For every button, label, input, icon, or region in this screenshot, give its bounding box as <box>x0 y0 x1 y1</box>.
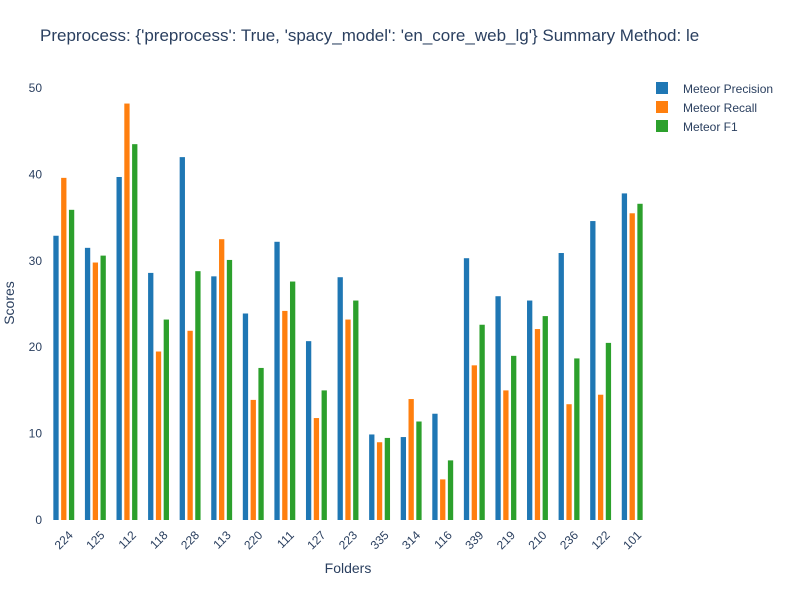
bar-meteor-recall-113 <box>219 239 225 520</box>
bar-meteor-precision-339 <box>463 258 470 520</box>
x-tick-label: 223 <box>336 528 360 552</box>
y-tick-label: 40 <box>29 167 43 181</box>
bar-meteor-f1-224 <box>68 209 75 520</box>
y-tick-label: 20 <box>29 340 43 354</box>
chart-title: Preprocess: {'preprocess': True, 'spacy_… <box>40 26 699 45</box>
bar-meteor-f1-335 <box>384 437 391 520</box>
bar-meteor-precision-116 <box>432 413 438 520</box>
x-tick-label: 112 <box>116 528 140 552</box>
x-tick-label: 127 <box>304 528 328 552</box>
legend-swatch <box>656 120 668 132</box>
x-tick-label: 335 <box>368 528 392 552</box>
bar-meteor-precision-228 <box>179 157 185 520</box>
y-tick-label: 50 <box>29 81 43 95</box>
bar-meteor-recall-335 <box>376 442 383 520</box>
bar-meteor-f1-314 <box>416 421 422 520</box>
bar-meteor-recall-122 <box>597 394 604 520</box>
bar-meteor-precision-220 <box>242 313 249 520</box>
legend-label: Meteor Precision <box>683 82 773 96</box>
x-tick-label: 101 <box>620 528 644 552</box>
bar-meteor-precision-113 <box>211 276 217 520</box>
bar-meteor-f1-219 <box>511 355 517 520</box>
bar-meteor-recall-118 <box>155 351 162 520</box>
bar-meteor-f1-210 <box>542 316 548 520</box>
y-axis-title: Scores <box>1 281 17 325</box>
bar-meteor-f1-113 <box>226 259 233 520</box>
x-axis-title: Folders <box>325 560 372 576</box>
legend-swatch <box>656 82 668 94</box>
x-tick-label: 314 <box>399 528 423 552</box>
x-tick-label: 220 <box>241 528 265 552</box>
y-tick-label: 30 <box>29 254 43 268</box>
bar-meteor-f1-228 <box>195 271 201 520</box>
bar-meteor-f1-339 <box>479 324 485 520</box>
legend-swatch <box>656 101 668 113</box>
bar-meteor-recall-112 <box>124 103 130 521</box>
y-tick-label: 10 <box>29 427 43 441</box>
x-tick-label: 236 <box>557 528 581 552</box>
x-tick-label: 122 <box>589 528 613 552</box>
bar-meteor-precision-122 <box>590 221 596 520</box>
legend-label: Meteor F1 <box>683 120 738 134</box>
bar-meteor-recall-210 <box>534 329 541 520</box>
bar-meteor-f1-220 <box>258 367 264 520</box>
bar-meteor-f1-116 <box>447 460 454 520</box>
bar-meteor-recall-127 <box>313 418 320 520</box>
x-tick-label: 339 <box>462 528 486 552</box>
bar-meteor-recall-219 <box>503 390 509 520</box>
bar-meteor-f1-223 <box>353 300 359 520</box>
bar-meteor-recall-228 <box>187 330 193 520</box>
legend[interactable]: Meteor Precision Meteor Recall Meteor F1 <box>656 82 773 134</box>
bar-meteor-precision-236 <box>558 253 564 520</box>
bar-meteor-precision-125 <box>84 247 91 520</box>
bar-meteor-precision-314 <box>400 437 407 520</box>
x-tick-label: 210 <box>525 528 549 552</box>
x-tick-label: 118 <box>147 528 171 552</box>
bar-meteor-recall-101 <box>629 213 635 520</box>
bar-meteor-f1-111 <box>289 281 296 520</box>
y-tick-label: 0 <box>35 513 42 527</box>
bar-meteor-f1-101 <box>637 203 643 520</box>
x-tick-label: 111 <box>274 528 297 551</box>
bar-meteor-f1-122 <box>605 342 612 520</box>
bar-meteor-recall-116 <box>440 479 446 520</box>
bar-meteor-precision-111 <box>274 241 280 521</box>
x-tick-label: 125 <box>83 528 107 552</box>
bar-meteor-precision-219 <box>495 296 501 520</box>
bar-meteor-f1-125 <box>100 255 106 520</box>
bar-meteor-recall-314 <box>408 399 414 520</box>
legend-label: Meteor Recall <box>683 101 757 115</box>
bar-meteor-precision-118 <box>148 272 154 520</box>
bar-meteor-recall-236 <box>566 404 572 520</box>
bar-meteor-recall-220 <box>250 399 256 520</box>
bar-meteor-f1-112 <box>132 144 138 520</box>
x-tick-label: 228 <box>178 528 202 552</box>
bar-meteor-recall-125 <box>92 262 99 520</box>
bar-meteor-recall-339 <box>471 365 477 520</box>
bar-meteor-precision-127 <box>305 341 312 520</box>
x-tick-label: 116 <box>431 528 455 552</box>
bar-meteor-precision-223 <box>337 277 343 520</box>
x-tick-label: 224 <box>52 528 76 552</box>
bar-meteor-f1-127 <box>321 390 327 520</box>
bar-meteor-precision-112 <box>116 176 122 521</box>
bar-meteor-precision-335 <box>369 434 375 520</box>
bar-meteor-precision-101 <box>621 193 628 520</box>
bar-meteor-recall-223 <box>345 319 351 520</box>
bar-meteor-recall-111 <box>282 310 288 520</box>
x-tick-label: 113 <box>210 528 234 552</box>
bar-meteor-f1-236 <box>574 358 580 520</box>
bar-meteor-f1-118 <box>163 319 169 520</box>
plot-area: 0 10 20 30 40 50 224 125 112 118 228 113 220 111 127 22… <box>29 81 645 552</box>
x-tick-label: 219 <box>494 528 518 552</box>
bar-meteor-precision-210 <box>527 300 533 520</box>
bar-meteor-recall-224 <box>61 177 67 521</box>
bar-meteor-precision-224 <box>53 235 59 521</box>
